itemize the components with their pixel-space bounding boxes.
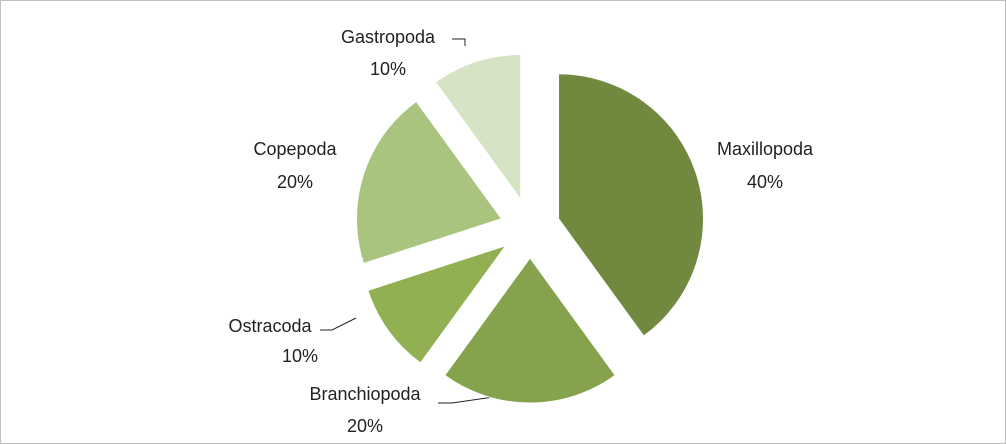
pie-slice bbox=[355, 100, 503, 265]
slice-value-label: 10% bbox=[282, 346, 318, 366]
leader-line bbox=[452, 38, 466, 46]
pie-slice bbox=[558, 73, 705, 337]
slice-label: Gastropoda bbox=[341, 27, 436, 47]
leader-line bbox=[320, 317, 357, 331]
pie-slice bbox=[444, 257, 616, 404]
slice-label: Ostracoda bbox=[228, 316, 312, 336]
slice-label: Maxillopoda bbox=[717, 139, 814, 159]
slice-value-label: 20% bbox=[347, 416, 383, 436]
slice-label: Branchiopoda bbox=[309, 384, 421, 404]
pie-slice bbox=[367, 244, 508, 364]
slice-value-label: 20% bbox=[277, 172, 313, 192]
pie-slice bbox=[434, 53, 522, 202]
slice-value-label: 10% bbox=[370, 59, 406, 79]
slice-value-label: 40% bbox=[747, 172, 783, 192]
slice-label: Copepoda bbox=[253, 139, 337, 159]
